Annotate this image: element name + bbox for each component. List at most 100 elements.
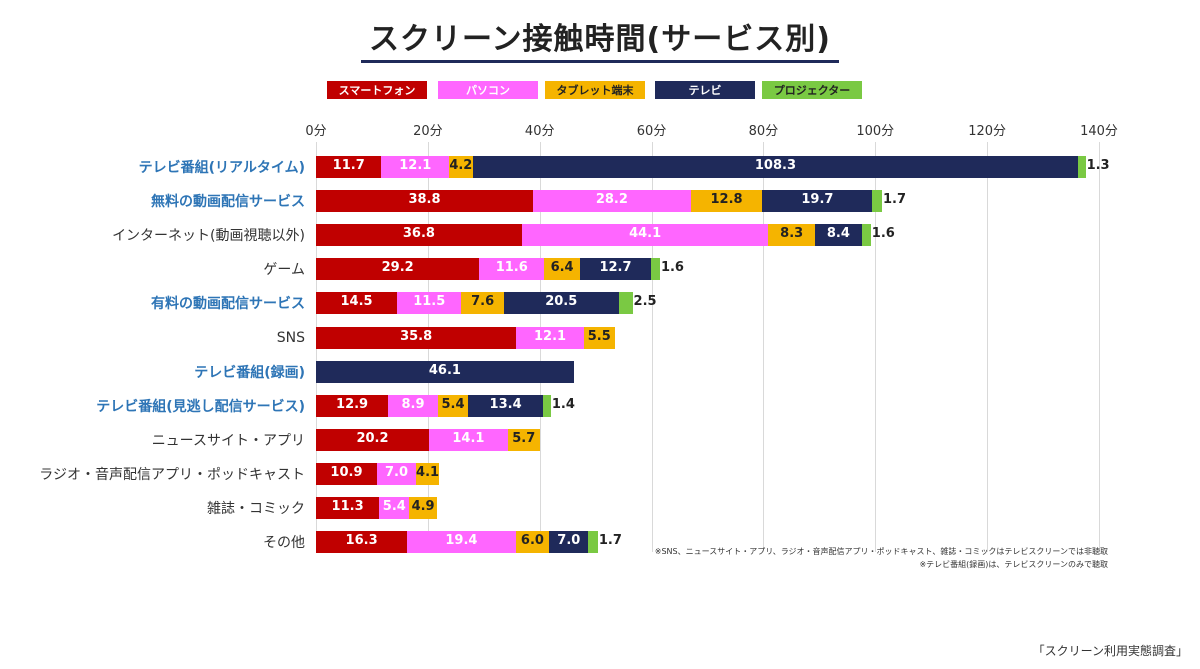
x-tick-label: 60分 [636,124,667,139]
note-2: ※テレビ番組(録画)は、テレビスクリーンのみで聴取 [919,560,1108,569]
bar-segment [316,428,429,451]
note-1: ※SNS、ニュースサイト・アプリ、ラジオ・音声配信アプリ・ポッドキャスト、雑誌・… [654,547,1108,556]
data-label: 20.5 [545,294,578,310]
gridline [652,142,653,552]
bar-segment [521,224,769,247]
bar-segment [407,531,516,554]
data-label: 7.0 [385,464,409,480]
bar-segment [515,531,550,554]
bar-segment [316,224,522,247]
bar-segment [579,258,651,281]
data-label: 5.5 [587,328,611,344]
bar-segment [861,224,871,247]
bar-segment [588,531,598,554]
bar-segment [376,462,417,485]
x-tick-label: 140分 [1080,124,1118,139]
category-label: 無料の動画配信サービス [151,194,305,211]
data-label: 108.3 [754,158,797,173]
data-label: 4.1 [416,464,440,480]
bar-segment [316,292,398,315]
bar-segment [651,258,660,281]
chart-title: スクリーン接触時間(サービス別) [361,14,839,63]
bar-segment [533,190,691,213]
bar-segment [544,258,580,281]
x-tick-label: 20分 [413,124,443,139]
gridline [763,142,764,552]
bar-segment [618,292,633,315]
bar-segment [316,156,382,178]
data-label: 4.2 [449,158,473,173]
data-label: 36.8 [402,226,435,242]
bar-segment [503,292,619,315]
data-label: 38.8 [408,192,441,208]
category-label: 有料の動画配信サービス [151,296,305,313]
bar-segment [437,394,469,417]
data-label: 5.7 [512,430,536,446]
bar-segment [468,394,544,417]
x-tick-label: 0分 [305,124,327,139]
data-label: 13.4 [489,396,522,412]
data-label: 6.0 [520,533,544,549]
bar-segment [1078,156,1086,178]
data-label: 11.7 [332,158,365,173]
bar-segment [690,190,763,213]
bar-segment [543,394,551,417]
data-label: 19.4 [445,533,478,549]
data-label: 5.4 [441,396,465,412]
legend-item: テレビ [655,81,755,99]
data-label: 11.5 [413,294,446,310]
bar-segment [381,156,450,178]
data-label: 12.9 [336,396,369,412]
bar-segment [428,428,508,451]
data-label: 11.3 [331,499,364,514]
data-label: 14.1 [452,430,485,446]
bar-segment [472,156,1079,178]
data-label: 1.6 [871,226,895,242]
gridline [875,142,876,552]
data-label: 12.7 [599,260,632,276]
legend-item: タブレット端末 [545,81,645,99]
legend-item: パソコン [438,81,538,99]
bar-segment [409,497,437,519]
x-tick-label: 100分 [856,124,895,139]
gridline [987,142,988,552]
data-label: 1.3 [1086,158,1110,173]
source-label: 「スクリーン利用実態調査」 [1032,644,1188,658]
category-label: SNS [276,329,305,346]
bar-segment [316,360,574,383]
bar-segment [461,292,504,315]
legend-item: スマートフォン [327,81,427,99]
category-label: ニュースサイト・アプリ [151,432,305,449]
gridline [1099,142,1100,552]
data-label: 12.8 [710,192,743,208]
data-label: 7.6 [471,294,495,310]
data-label: 14.5 [340,294,373,310]
category-label: インターネット(動画視聴以外) [112,228,305,245]
data-label: 44.1 [629,226,662,242]
bar-segment [516,326,584,349]
category-label: 雑誌・コミック [207,501,305,517]
category-label: ゲーム [263,262,305,279]
category-label: その他 [263,535,305,552]
bar-segment [583,326,615,349]
bar-segment [872,190,882,213]
data-label: 46.1 [428,362,461,378]
category-label: テレビ番組(見逃し配信サービス) [96,398,305,415]
data-label: 12.1 [399,158,432,173]
bar-segment [479,258,545,281]
category-label: ラジオ・音声配信アプリ・ポッドキャスト [39,466,305,483]
bar-segment [316,497,380,519]
x-tick-label: 120分 [968,124,1007,139]
data-label: 1.7 [882,192,907,208]
data-label: 2.5 [633,294,657,310]
data-label: 8.4 [826,226,850,242]
x-tick-label: 40分 [524,124,555,139]
bar-segment [316,462,377,485]
legend-item: プロジェクター [762,81,862,99]
data-label: 29.2 [381,260,414,276]
bar-segment [316,258,480,281]
category-label: テレビ番組(リアルタイム) [138,160,305,176]
bar-segment [449,156,473,178]
bar-segment [768,224,815,247]
bar-segment [379,497,410,519]
